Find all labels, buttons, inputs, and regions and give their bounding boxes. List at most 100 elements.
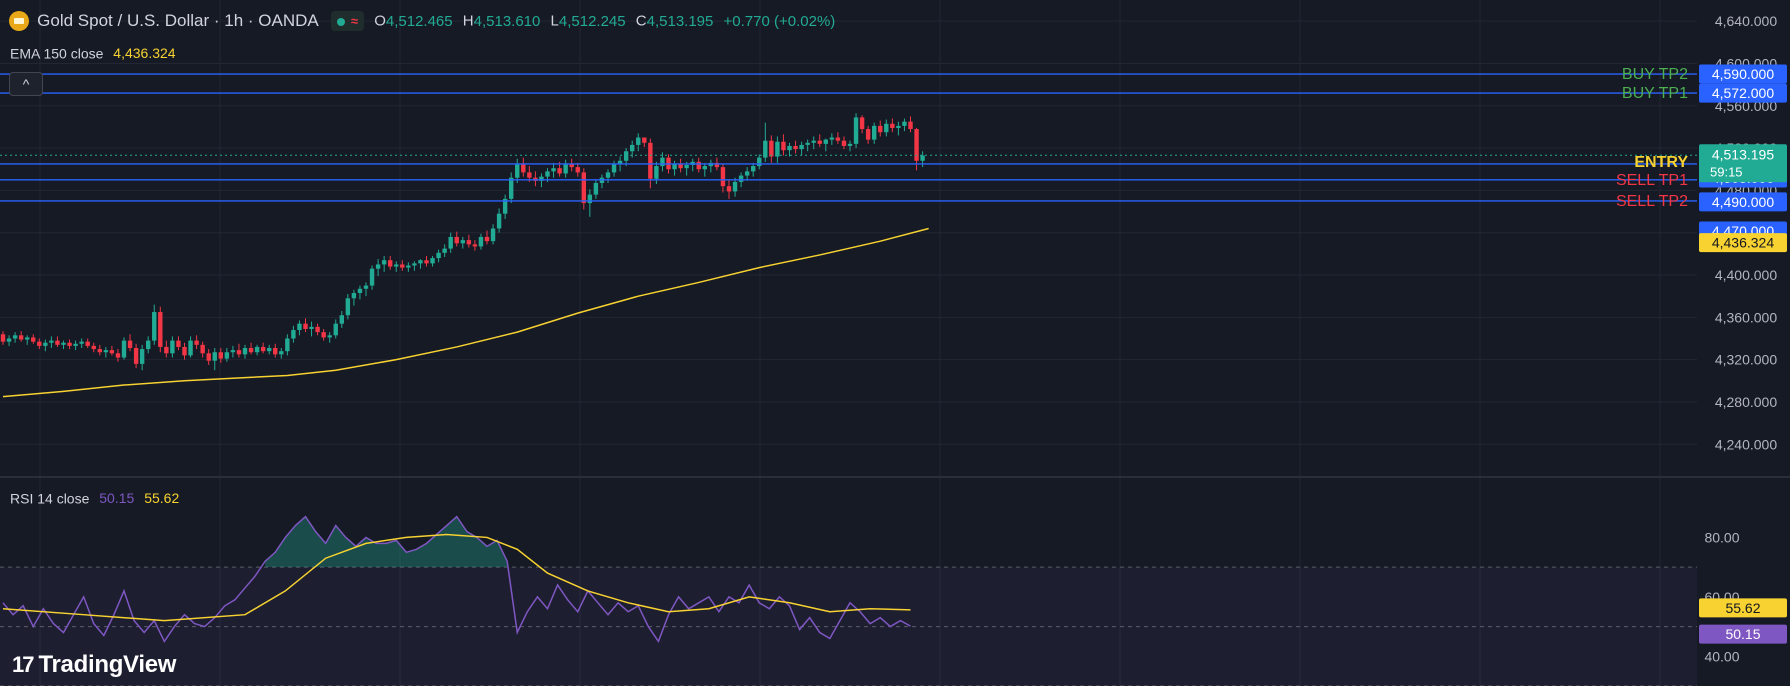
candle-body (369, 268, 375, 286)
symbol-title[interactable]: Gold Spot / U.S. Dollar · 1h · OANDA (37, 11, 319, 30)
candle-body (31, 337, 36, 342)
candle-body (763, 140, 768, 158)
candle-body (636, 137, 641, 145)
candle-body (593, 182, 599, 195)
candle-body (333, 323, 338, 336)
ema-value: 4,436.324 (113, 45, 176, 62)
rsi-axis-tick-label: 80.00 (1704, 529, 1739, 545)
candle-body (515, 163, 520, 178)
candle-body (133, 348, 139, 364)
tradingview-logo[interactable]: 17 TradingView (12, 651, 176, 679)
candle-body (279, 351, 284, 355)
candle-body (539, 176, 544, 181)
rsi-overbought-fill (265, 516, 508, 568)
candle-body (581, 172, 586, 204)
candle-body (200, 344, 205, 354)
candle-body (206, 353, 211, 361)
candle-body (726, 186, 732, 192)
candle-body (103, 350, 109, 353)
candle-body (327, 335, 332, 338)
candle-body (73, 343, 78, 346)
candle-body (339, 315, 344, 324)
candle-body (902, 121, 907, 126)
y-axis-tick-label: 4,640.000 (1715, 13, 1777, 29)
ema-line (2, 227, 929, 398)
rsi-axis-tick-label: 40.00 (1704, 648, 1739, 664)
candle-body (847, 143, 853, 146)
candle-body (182, 346, 187, 356)
gold-coin-icon (9, 11, 29, 31)
ohlc-low-key: L (550, 12, 559, 30)
level-label: SELL TP2 (1616, 193, 1688, 210)
collapse-legend-button[interactable]: ^ (9, 72, 43, 96)
rsi-ma-line (2, 533, 911, 622)
candle-body (696, 161, 701, 170)
rsi-label: RSI 14 close (10, 490, 90, 507)
level-label: BUY TP2 (1622, 66, 1688, 83)
candle-body (472, 244, 478, 247)
candle-body (273, 348, 278, 355)
rsi-value-tag: 50.15 (1725, 626, 1760, 642)
candle-body (55, 340, 60, 345)
candle-body (170, 340, 175, 354)
candle-body (914, 129, 919, 161)
candle-body (230, 350, 236, 353)
ema-legend[interactable]: EMA 150 close 4,436.324 (10, 44, 176, 61)
ohlc-open-key: O (374, 12, 386, 30)
candle-body (829, 137, 835, 140)
candle-body (878, 125, 883, 133)
rsi-legend[interactable]: RSI 14 close 50.15 55.62 (10, 489, 179, 506)
candle-body (787, 145, 792, 151)
ohlc-close-key: C (635, 12, 647, 30)
candle-body (738, 175, 744, 182)
y-axis-tick-label: 4,240.000 (1715, 436, 1777, 452)
candle-body (242, 348, 248, 355)
market-wave-icon: ≈ (350, 13, 359, 29)
candle-body (884, 123, 889, 133)
candle-body (67, 342, 72, 346)
candle-body (12, 335, 18, 339)
candle-body (406, 265, 411, 268)
candle-body (127, 340, 133, 349)
candle-body (412, 263, 417, 266)
candle-body (642, 137, 647, 143)
candle-body (605, 172, 611, 178)
candle-body (617, 160, 623, 164)
candle-body (212, 352, 217, 361)
candle-body (291, 330, 296, 339)
y-axis-tick-label: 4,280.000 (1715, 394, 1777, 410)
candle-body (158, 312, 163, 347)
candle-body (896, 125, 901, 128)
y-axis-tick-label: 4,320.000 (1715, 352, 1777, 368)
ohlc-open-value: 4,512.465 (385, 12, 453, 30)
ohlc-high-value: 4,513.610 (473, 12, 541, 30)
candle-body (678, 163, 683, 169)
candle-body (285, 338, 290, 352)
candle-body (478, 236, 484, 247)
candle-body (648, 142, 653, 179)
rsi-value: 50.15 (99, 490, 135, 507)
candle-body (890, 123, 895, 128)
countdown-label: 59:15 (1710, 164, 1743, 179)
ema-label: EMA 150 close (10, 45, 104, 62)
market-status-badge[interactable]: ≈ (330, 11, 365, 31)
level-price-tag: 4,572.000 (1712, 85, 1774, 101)
rsi-ma-tag: 55.62 (1725, 600, 1760, 616)
candle-body (751, 166, 756, 172)
candle-body (43, 342, 48, 346)
candle-body (176, 340, 181, 347)
candle-body (908, 121, 913, 130)
ohlc-readout: O4,512.465 H4,513.610 L4,512.245 C4,513.… (374, 12, 841, 30)
candle-body (454, 236, 459, 244)
level-price-tag: 4,590.000 (1712, 66, 1774, 82)
candle-body (859, 117, 865, 130)
candle-body (109, 350, 115, 354)
candle-body (297, 323, 302, 331)
level-label: ENTRY (1634, 154, 1688, 171)
candle-body (502, 198, 508, 214)
candle-body (121, 340, 127, 358)
candle-body (97, 349, 102, 353)
candle-body (37, 341, 42, 346)
